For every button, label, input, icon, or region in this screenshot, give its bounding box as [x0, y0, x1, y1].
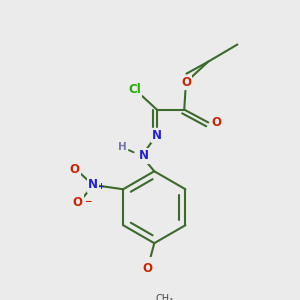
Text: O: O — [73, 196, 83, 208]
Text: CH₃: CH₃ — [156, 294, 174, 300]
Text: −: − — [84, 196, 91, 206]
Text: +: + — [98, 182, 104, 190]
Text: O: O — [69, 163, 79, 176]
Text: N: N — [88, 178, 98, 191]
Text: Cl: Cl — [128, 82, 141, 96]
Text: N: N — [152, 129, 162, 142]
Text: N: N — [139, 149, 149, 162]
Text: H: H — [118, 142, 127, 152]
Text: O: O — [142, 262, 152, 275]
Text: O: O — [212, 116, 222, 129]
Text: O: O — [181, 76, 191, 89]
